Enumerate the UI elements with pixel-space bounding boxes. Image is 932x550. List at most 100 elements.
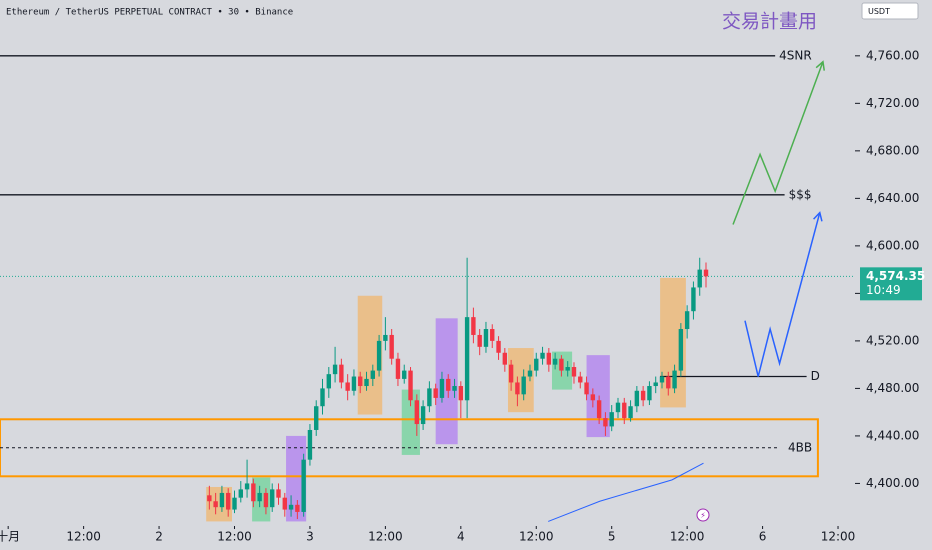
candle-body: [540, 352, 545, 359]
candle-body: [603, 418, 608, 427]
candle-body: [257, 492, 262, 502]
candle-body: [276, 489, 281, 498]
currency-box[interactable]: [861, 2, 919, 20]
candle-body: [521, 376, 526, 395]
candle-body: [584, 382, 589, 395]
y-tick-label: 4,760.00: [866, 48, 919, 62]
candle-body: [288, 504, 294, 510]
level-label: D: [811, 369, 820, 383]
candle-body: [364, 378, 369, 387]
candle-body: [207, 495, 212, 502]
drawing: [732, 61, 824, 225]
candle-body: [490, 329, 495, 341]
candle-body: [672, 370, 677, 389]
x-tick-label: 12:00: [821, 530, 856, 544]
y-tick-label: 4,720.00: [866, 96, 919, 110]
candle-body: [295, 504, 300, 512]
candle-body: [301, 459, 306, 512]
x-tick-label: 12:00: [670, 530, 705, 544]
x-tick-label: 十月: [0, 530, 20, 544]
candle-body: [339, 364, 344, 383]
candle-body: [552, 358, 558, 365]
candle-body: [232, 497, 237, 510]
candle-body: [307, 429, 313, 460]
candle-body: [628, 406, 633, 419]
candle-body: [666, 376, 671, 389]
candle-body: [615, 402, 621, 413]
candle-body: [622, 402, 627, 419]
candle-body: [320, 388, 325, 407]
annotation-title: 交易計畫用: [722, 11, 817, 33]
candle-body: [640, 390, 646, 401]
arrow-head: [813, 211, 823, 222]
level-label: $$$: [789, 187, 812, 201]
price-badge: [860, 267, 922, 301]
candle-body: [370, 370, 376, 379]
candle-body: [571, 367, 577, 377]
candle-body: [314, 406, 319, 430]
candle-body: [270, 489, 275, 508]
box-label: 4BB: [788, 440, 812, 454]
candle-body: [590, 394, 596, 401]
symbol-header: Ethereum / TetherUS PERPETUAL CONTRACT •…: [6, 8, 293, 18]
candle-body: [515, 382, 520, 395]
candle-body: [226, 492, 231, 510]
y-tick-label: 4,520.00: [866, 333, 919, 347]
candle-body: [502, 352, 508, 365]
candle-body: [244, 483, 250, 490]
candle-body: [684, 311, 690, 330]
candle-body: [703, 269, 709, 277]
y-tick-label: 4,400.00: [866, 476, 919, 490]
y-tick-label: 4,680.00: [866, 143, 919, 157]
candle-body: [609, 412, 614, 427]
countdown: 10:49: [866, 283, 901, 297]
currency[interactable]: USDT: [868, 7, 890, 16]
x-tick-label: 2: [155, 530, 163, 544]
x-tick-label: 12:00: [217, 530, 252, 544]
candle-body: [483, 329, 489, 347]
candle-body: [332, 364, 338, 375]
candle-body: [376, 340, 382, 371]
candle-body: [282, 497, 287, 510]
candle-body: [213, 501, 218, 508]
x-tick-label: 5: [608, 530, 616, 544]
zone: [586, 355, 610, 438]
candle-body: [464, 317, 470, 401]
candle-body: [326, 374, 331, 389]
candle-body: [534, 358, 539, 371]
candle-body: [238, 489, 243, 498]
candle-body: [251, 483, 256, 502]
candle-body: [578, 376, 583, 383]
x-tick-label: 4: [457, 530, 465, 544]
y-tick-label: 4,600.00: [866, 238, 919, 252]
level-label: 4SNR: [779, 48, 812, 62]
candle-body: [458, 386, 464, 401]
candle-body: [691, 287, 696, 312]
candle-body: [546, 352, 552, 365]
drawing: [548, 462, 704, 522]
candle-body: [263, 492, 269, 508]
event-icon[interactable]: [696, 508, 710, 522]
candle-body: [395, 358, 401, 379]
x-tick-label: 3: [306, 530, 314, 544]
y-tick-label: 4,640.00: [866, 191, 919, 205]
candle-body: [420, 406, 426, 425]
candle-body: [383, 334, 388, 341]
candle-body: [427, 388, 432, 407]
box-4bb: [0, 418, 819, 478]
candle-body: [565, 367, 570, 371]
candle-body: [647, 386, 652, 401]
candle-body: [351, 376, 357, 391]
candle-body: [358, 376, 363, 387]
x-tick-label: 12:00: [66, 530, 101, 544]
candle-body: [219, 492, 225, 508]
candle-body: [414, 400, 420, 425]
candle-body: [527, 370, 533, 377]
candle-body: [345, 382, 350, 391]
drawing: [744, 212, 821, 377]
x-tick-label: 12:00: [519, 530, 554, 544]
last-price-label: 4,574.35: [866, 269, 925, 283]
